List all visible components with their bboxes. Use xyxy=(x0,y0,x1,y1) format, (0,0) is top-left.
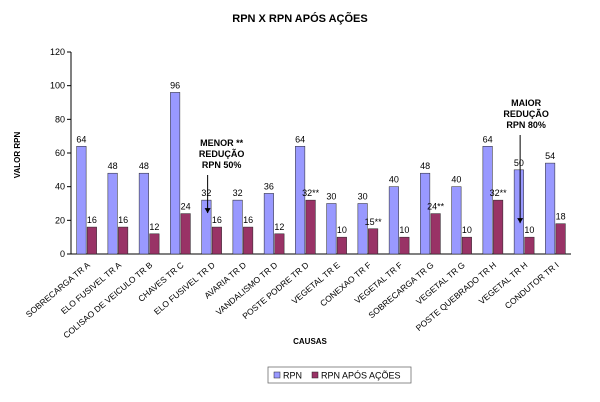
data-label: 54 xyxy=(545,151,555,161)
bar-rpn-apos-acoes xyxy=(243,226,254,255)
annotation-arrowhead xyxy=(517,218,524,224)
bar-rpn-apos-acoes xyxy=(118,226,129,255)
bar-rpn xyxy=(138,172,149,255)
bar-rpn xyxy=(107,172,118,255)
data-label: 64 xyxy=(483,134,493,144)
data-label: 16 xyxy=(118,215,128,225)
data-label: 48 xyxy=(108,161,118,171)
legend-swatch xyxy=(311,371,319,379)
data-label: 24 xyxy=(181,202,191,212)
bar-rpn xyxy=(513,169,524,255)
bar-rpn xyxy=(357,203,368,255)
data-label: 48 xyxy=(139,161,149,171)
bar-rpn xyxy=(295,146,306,255)
annotation-text: REDUÇÃO xyxy=(503,109,549,119)
data-label: 40 xyxy=(451,175,461,185)
data-label: 10 xyxy=(462,225,472,235)
data-labels: 64 16 48 16 48 12 96 24 32 16 32 16 36 12 64 32** 30 10 30… xyxy=(76,80,565,235)
bar-rpn-apos-acoes xyxy=(336,236,347,255)
data-label: 32 xyxy=(201,188,211,198)
data-label: 50 xyxy=(514,158,524,168)
bar-rpn-apos-acoes xyxy=(211,226,222,255)
data-label: 64 xyxy=(295,134,305,144)
data-label: 10 xyxy=(337,225,347,235)
legend: RPN RPN APÓS AÇÕES xyxy=(267,366,412,384)
bar-rpn-apos-acoes xyxy=(368,228,379,255)
bar-rpn-apos-acoes xyxy=(461,236,472,255)
legend-label: RPN APÓS AÇÕES xyxy=(321,371,401,381)
bar-rpn xyxy=(388,186,399,255)
data-label: 10 xyxy=(399,225,409,235)
bar-rpn xyxy=(451,186,462,255)
y-tick-label: 20 xyxy=(55,215,65,225)
bar-rpn-apos-acoes xyxy=(493,199,504,255)
legend-box xyxy=(267,366,412,384)
bar-rpn-apos-acoes xyxy=(524,236,535,255)
data-label: 64 xyxy=(76,134,86,144)
data-label: 30 xyxy=(358,192,368,202)
annotation-text: MAIOR xyxy=(511,98,541,108)
data-label: 30 xyxy=(326,192,336,202)
bar-rpn xyxy=(201,199,212,255)
y-tick-label: 100 xyxy=(50,81,65,91)
data-label: 16 xyxy=(212,215,222,225)
y-axis-title: VALOR RPN xyxy=(13,132,22,179)
legend-swatch xyxy=(273,371,281,379)
y-tick-label: 0 xyxy=(60,249,65,259)
data-label: 36 xyxy=(264,181,274,191)
y-tick-label: 120 xyxy=(50,47,65,57)
bar-rpn-apos-acoes xyxy=(305,199,316,255)
bar-rpn xyxy=(420,172,431,255)
legend-label: RPN xyxy=(283,371,302,381)
y-tick-label: 80 xyxy=(55,114,65,124)
bar-rpn-apos-acoes xyxy=(399,236,410,255)
bar-rpn xyxy=(263,193,274,255)
annotation-text: MENOR ** xyxy=(200,138,244,148)
data-label: 96 xyxy=(170,80,180,90)
data-label: 32** xyxy=(302,188,320,198)
data-label: 15** xyxy=(365,217,383,227)
data-label: 16 xyxy=(243,215,253,225)
data-label: 32 xyxy=(233,188,243,198)
bar-rpn xyxy=(545,162,556,255)
bar-rpn xyxy=(482,146,493,255)
data-label: 18 xyxy=(556,212,566,222)
bar-rpn-apos-acoes xyxy=(430,213,441,255)
data-label: 12 xyxy=(149,222,159,232)
bar-rpn xyxy=(76,146,87,255)
data-label: 40 xyxy=(389,175,399,185)
x-axis-title: CAUSAS xyxy=(293,337,327,346)
data-label: 10 xyxy=(524,225,534,235)
bar-rpn-apos-acoes xyxy=(149,233,160,255)
annotation-text: RPN 50% xyxy=(202,160,242,170)
bar-rpn xyxy=(326,203,337,255)
data-label: 48 xyxy=(420,161,430,171)
data-label: 32** xyxy=(490,188,508,198)
y-tick-label: 40 xyxy=(55,182,65,192)
data-label: 16 xyxy=(87,215,97,225)
bars xyxy=(76,92,566,255)
bar-rpn xyxy=(232,199,243,255)
annotation-text: REDUÇÃO xyxy=(199,149,245,159)
category-label: CONDUTOR TR I xyxy=(503,260,561,311)
annotation-text: RPN 80% xyxy=(506,120,546,130)
bar-rpn-apos-acoes xyxy=(555,223,566,255)
y-tick-label: 60 xyxy=(55,148,65,158)
bar-rpn-apos-acoes xyxy=(86,226,97,255)
bar-rpn-apos-acoes xyxy=(180,213,191,255)
chart-title: RPN X RPN APÓS AÇÕES xyxy=(232,12,368,25)
data-label: 24** xyxy=(427,202,445,212)
bar-rpn xyxy=(170,92,181,255)
bar-rpn-apos-acoes xyxy=(274,233,285,255)
data-label: 12 xyxy=(274,222,284,232)
y-ticks: 0 20 40 60 80 100 120 xyxy=(50,47,71,259)
annotation-arrowhead xyxy=(204,208,211,214)
